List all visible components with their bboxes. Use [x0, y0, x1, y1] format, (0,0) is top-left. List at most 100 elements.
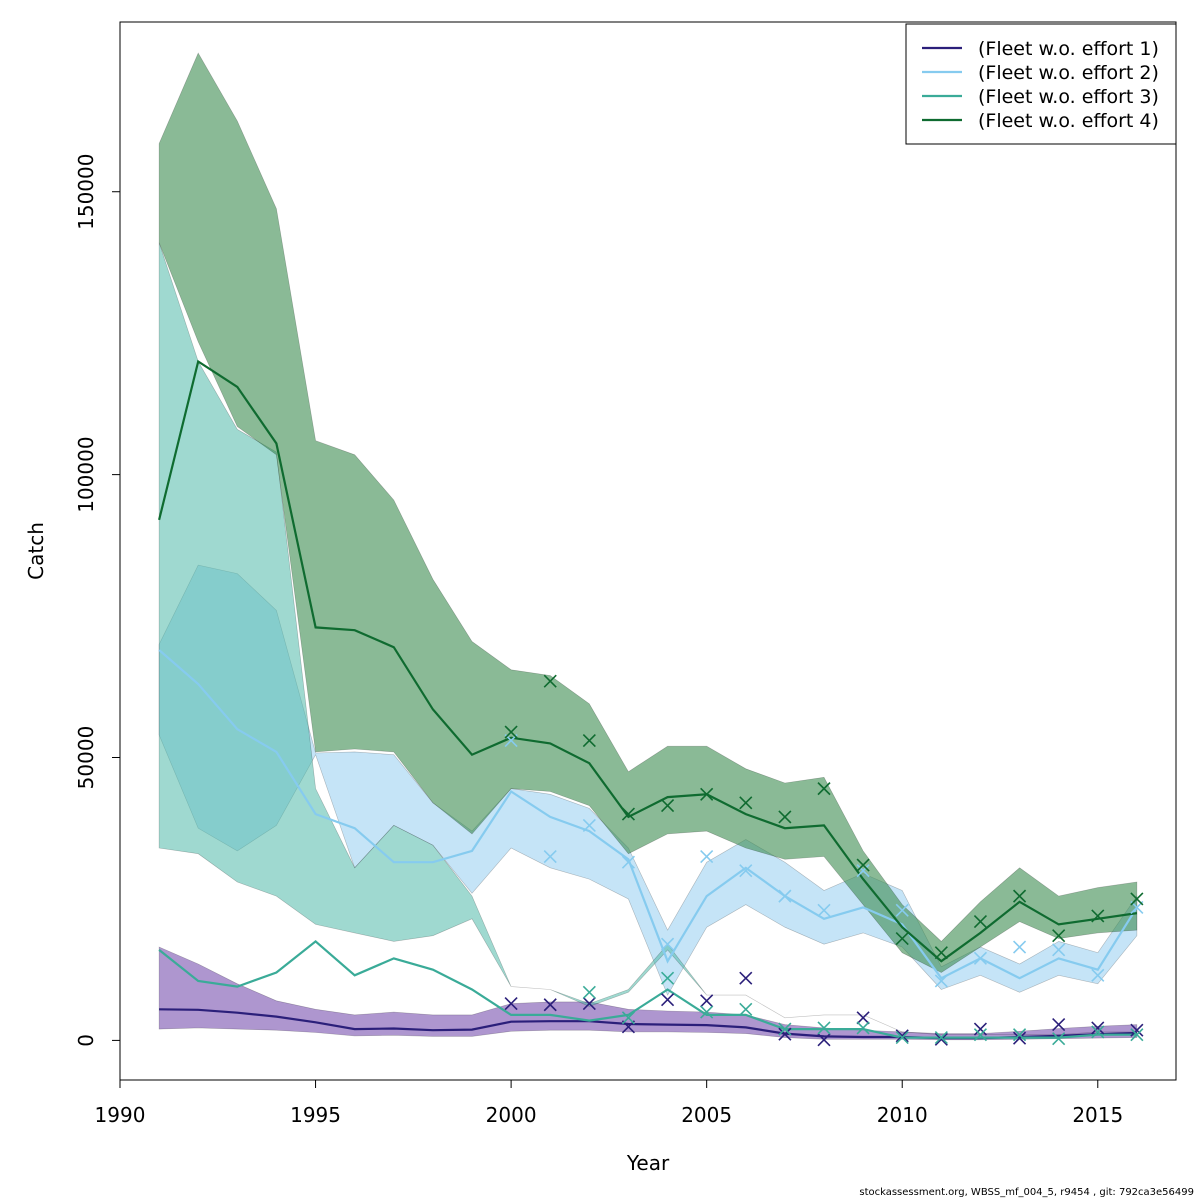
point-stroke [934, 1031, 948, 1045]
y-tick-label: 150000 [74, 154, 98, 230]
observed-point-3-2016 [1130, 1028, 1144, 1042]
point-stroke [973, 915, 988, 929]
point-stroke [1130, 1028, 1144, 1042]
observed-point-3-2015 [1091, 1025, 1105, 1039]
point-stroke [700, 1005, 714, 1019]
y-tick-label: 100000 [74, 436, 98, 512]
observed-point-3-2008 [817, 1021, 831, 1035]
observed-point-3-2007 [778, 1022, 792, 1036]
observed-point-4-2000 [504, 725, 518, 739]
observed-point-4-2013 [1012, 889, 1027, 903]
point-stroke [660, 937, 675, 951]
point-stroke [700, 849, 714, 864]
point-stroke [739, 864, 753, 878]
fit-line-4 [158, 359, 1138, 963]
point-stroke [817, 782, 831, 796]
x-tick-label: 2015 [1072, 1103, 1123, 1127]
observed-point-1-2009 [856, 1011, 870, 1025]
observed-point-1-2005 [700, 994, 714, 1008]
observed-point-1-2011 [934, 1032, 948, 1046]
point-stroke [739, 971, 753, 985]
fit-line-2 [158, 649, 1138, 980]
observed-point-4-2012 [973, 915, 988, 929]
point-stroke [1052, 1017, 1066, 1032]
point-stroke [582, 818, 596, 832]
point-stroke [973, 1028, 988, 1042]
footer-credit: stockassessment.org, WBSS_mf_004_5, r945… [859, 1187, 1194, 1198]
point-stroke [660, 993, 675, 1007]
point-stroke [1052, 929, 1066, 943]
observed-point-3-2010 [895, 1031, 909, 1045]
legend-label-2: (Fleet w.o. effort 2) [978, 62, 1159, 84]
observed-point-4-2015 [1091, 909, 1105, 923]
legend-label-1: (Fleet w.o. effort 1) [978, 38, 1159, 60]
point-stroke [895, 1031, 909, 1045]
point-stroke [543, 849, 557, 864]
legend-label-3: (Fleet w.o. effort 3) [978, 86, 1159, 108]
fit-line-3 [158, 939, 1137, 1039]
point-stroke [1130, 892, 1144, 906]
point-stroke [778, 810, 792, 824]
observed-point-2-2003 [621, 855, 636, 869]
observed-point-4-2009 [856, 858, 870, 872]
observed-point-1-2012 [973, 1022, 988, 1036]
x-axis-label: Year [626, 1151, 670, 1175]
x-axis: 1990 1995 2000 2005 2010 2015 [95, 1079, 1123, 1127]
observed-point-2-2006 [739, 864, 753, 878]
point-stroke [582, 985, 596, 999]
observed-point-2-2008 [817, 903, 831, 917]
observed-point-4-2001 [543, 674, 557, 688]
observed-point-2-2005 [700, 849, 714, 864]
point-stroke [739, 796, 753, 810]
y-axis: 0 50000 100000 150000 [74, 154, 121, 1047]
observed-point-3-2002 [582, 985, 596, 999]
observed-point-4-2004 [660, 799, 675, 813]
observed-point-1-2007 [778, 1027, 792, 1041]
point-stroke [621, 807, 636, 821]
observed-point-1-2006 [739, 971, 753, 985]
observed-point-4-2005 [700, 787, 714, 801]
observed-point-2-2013 [1012, 940, 1027, 954]
point-stroke [1012, 1028, 1027, 1042]
point-stroke [817, 1033, 831, 1047]
observed-point-3-2009 [856, 1021, 870, 1035]
point-stroke [856, 1011, 870, 1025]
y-axis-label: Catch [24, 522, 48, 580]
observed-point-3-2003 [621, 1011, 636, 1025]
observed-point-3-2004 [660, 971, 675, 985]
point-stroke [973, 951, 988, 965]
observed-point-4-2008 [817, 782, 831, 796]
point-stroke [621, 1011, 636, 1025]
point-stroke [778, 1027, 792, 1041]
observed-point-1-2014 [1052, 1017, 1066, 1032]
x-tick-label: 1995 [290, 1103, 341, 1127]
observed-point-2-2009 [856, 864, 870, 878]
point-stroke [895, 931, 909, 946]
observed-point-3-2011 [934, 1031, 948, 1045]
point-stroke [504, 997, 518, 1011]
point-stroke [700, 994, 714, 1008]
observed-point-1-2004 [660, 993, 675, 1007]
point-stroke [1091, 1025, 1105, 1039]
point-stroke [739, 1002, 753, 1016]
observed-point-4-2006 [739, 796, 753, 810]
point-stroke [1091, 968, 1105, 982]
legend-box [905, 23, 1177, 145]
observed-point-2-2014 [1052, 943, 1066, 957]
point-stroke [856, 1021, 870, 1035]
observed-point-1-2013 [1012, 1031, 1027, 1045]
legend: (Fleet w.o. effort 1)(Fleet w.o. effort … [905, 23, 1177, 145]
observed-point-4-2016 [1130, 892, 1144, 906]
point-stroke [660, 799, 675, 813]
confidence-band-3 [158, 242, 1137, 1035]
point-stroke [1091, 1021, 1105, 1035]
observed-point-1-2016 [1130, 1023, 1144, 1037]
observed-point-4-2002 [582, 733, 596, 748]
point-stroke [1012, 889, 1027, 903]
point-stroke [778, 1022, 792, 1036]
point-stroke [660, 971, 675, 985]
point-stroke [621, 855, 636, 869]
point-stroke [973, 1022, 988, 1036]
observed-point-4-2003 [621, 807, 636, 821]
